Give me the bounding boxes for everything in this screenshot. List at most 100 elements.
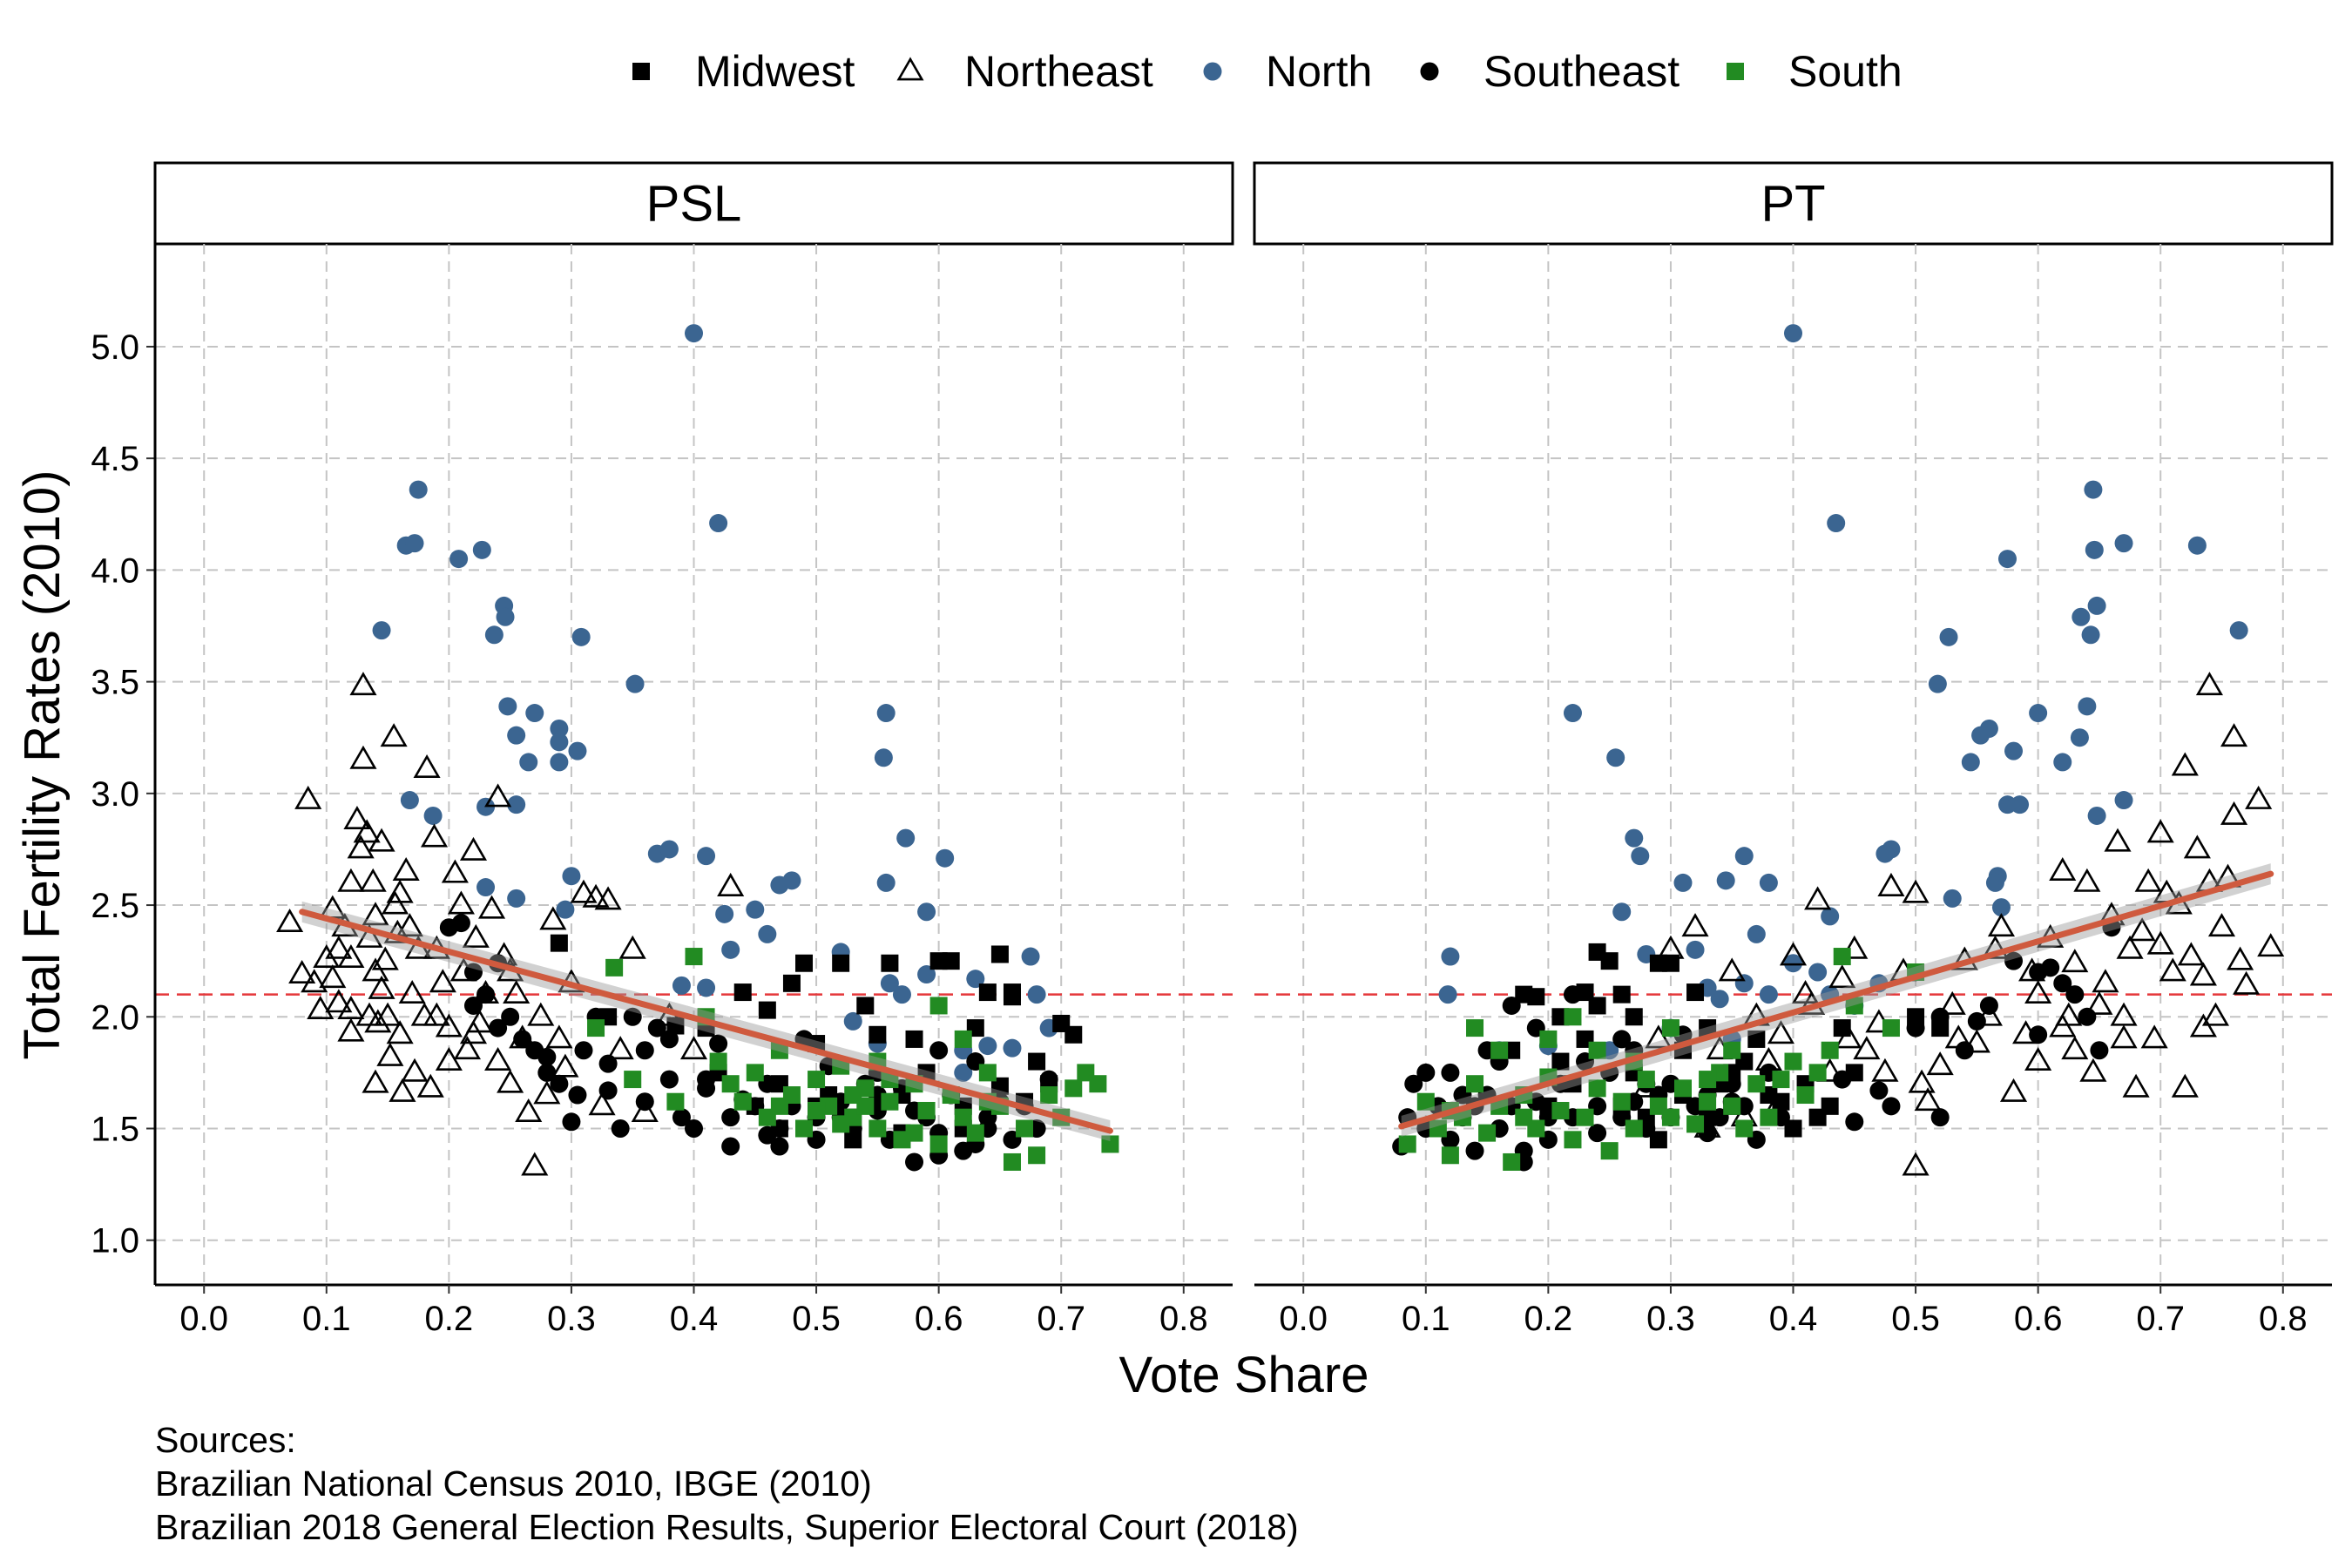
legend-label: Southeast <box>1484 47 1680 96</box>
point-northeast <box>347 835 375 859</box>
point-southeast <box>1588 1124 1607 1143</box>
point-southeast <box>537 1063 557 1082</box>
point-north <box>892 985 911 1004</box>
point-northeast <box>539 906 567 930</box>
y-tick-label: 1.5 <box>91 1110 139 1148</box>
point-midwest <box>832 954 850 972</box>
point-north <box>843 1011 862 1031</box>
point-south <box>1028 1146 1046 1165</box>
point-south <box>1723 1041 1741 1059</box>
point-north <box>1808 963 1828 982</box>
point-north <box>1971 726 1990 745</box>
point-north <box>1747 924 1766 943</box>
point-north <box>562 867 581 886</box>
point-north <box>1625 828 1644 848</box>
point-north <box>2085 540 2104 559</box>
point-northeast <box>2207 913 2236 937</box>
point-north <box>1985 873 2004 892</box>
point-midwest <box>1833 1019 1851 1037</box>
point-southeast <box>2004 951 2024 970</box>
point-north <box>568 741 587 760</box>
point-northeast <box>307 995 335 1019</box>
panel-strip-label: PT <box>1761 176 1825 233</box>
point-southeast <box>513 1030 532 1049</box>
point-north <box>525 704 544 723</box>
sources-line-election: Brazilian 2018 General Election Results,… <box>155 1507 1299 1547</box>
point-midwest <box>978 983 997 1002</box>
x-tick-label: 0.0 <box>1279 1300 1328 1338</box>
sources-heading: Sources: <box>155 1420 296 1460</box>
point-northeast <box>1908 1069 1936 1093</box>
point-south <box>1661 1019 1680 1037</box>
point-northeast <box>349 672 377 696</box>
panel-strip <box>1253 161 2334 246</box>
x-tick-label: 0.0 <box>179 1300 228 1338</box>
point-south <box>1735 1119 1754 1138</box>
point-northeast <box>2189 962 2217 986</box>
point-southeast <box>1955 1041 1974 1060</box>
point-south <box>1466 1019 1484 1037</box>
point-southeast <box>2029 963 2048 982</box>
legend-label: Northeast <box>964 47 1153 96</box>
point-south <box>905 1124 923 1142</box>
point-northeast <box>2122 1073 2150 1098</box>
point-midwest <box>1625 1008 1643 1026</box>
point-south <box>1466 1075 1484 1093</box>
point-northeast <box>545 1024 573 1049</box>
point-north <box>625 674 645 693</box>
point-north <box>874 748 893 767</box>
point-south <box>1551 1101 1570 1119</box>
point-northeast <box>2146 930 2174 955</box>
point-south <box>1588 1041 1606 1059</box>
point-north <box>2029 704 2048 723</box>
point-northeast <box>1804 886 1832 910</box>
point-northeast <box>2079 1058 2107 1082</box>
point-northeast <box>582 883 610 908</box>
point-north <box>372 621 391 640</box>
point-midwest <box>1612 985 1631 1004</box>
point-northeast <box>588 1092 616 1116</box>
point-south <box>1747 1075 1766 1093</box>
point-south <box>1398 1135 1416 1153</box>
point-north <box>472 540 491 559</box>
point-north <box>1961 753 1980 772</box>
point-south <box>868 1119 887 1138</box>
point-north <box>2084 480 2103 499</box>
point-north <box>2081 625 2100 645</box>
point-northeast <box>1987 913 2016 937</box>
x-axis: 0.0 0.1 0.2 0.3 0.4 0.5 0.6 0.7 0.8 <box>1279 1285 2308 1338</box>
point-south <box>966 1124 984 1142</box>
point-southeast <box>709 1034 728 1053</box>
point-south <box>770 1041 788 1059</box>
point-midwest <box>1551 1052 1570 1071</box>
point-southeast <box>2029 1025 2048 1044</box>
point-south <box>1760 1108 1778 1126</box>
x-tick-label: 0.1 <box>1402 1300 1450 1338</box>
point-north <box>1928 674 1947 693</box>
point-midwest <box>990 1077 1009 1095</box>
point-northeast <box>325 989 353 1013</box>
x-tick-label: 0.5 <box>1891 1300 1940 1338</box>
point-north <box>1003 1038 1022 1058</box>
point-south <box>1016 1119 1034 1138</box>
point-northeast <box>521 1152 549 1176</box>
point-southeast <box>623 1007 642 1026</box>
point-north <box>507 889 526 908</box>
point-north <box>1759 985 1778 1004</box>
point-northeast <box>353 819 381 843</box>
x-tick-label: 0.7 <box>1037 1300 1085 1338</box>
point-north <box>550 719 569 738</box>
point-northeast <box>459 1020 488 1044</box>
point-south <box>929 997 948 1015</box>
point-south <box>881 1092 899 1111</box>
point-midwest <box>1821 1097 1839 1115</box>
point-northeast <box>420 823 449 848</box>
x-tick-label: 0.2 <box>425 1300 474 1338</box>
point-north <box>1734 847 1754 866</box>
point-southeast <box>647 1018 666 1037</box>
point-south <box>587 1019 605 1037</box>
point-midwest <box>1747 1030 1766 1048</box>
legend-key-midwest <box>632 63 650 80</box>
point-north <box>715 904 734 923</box>
